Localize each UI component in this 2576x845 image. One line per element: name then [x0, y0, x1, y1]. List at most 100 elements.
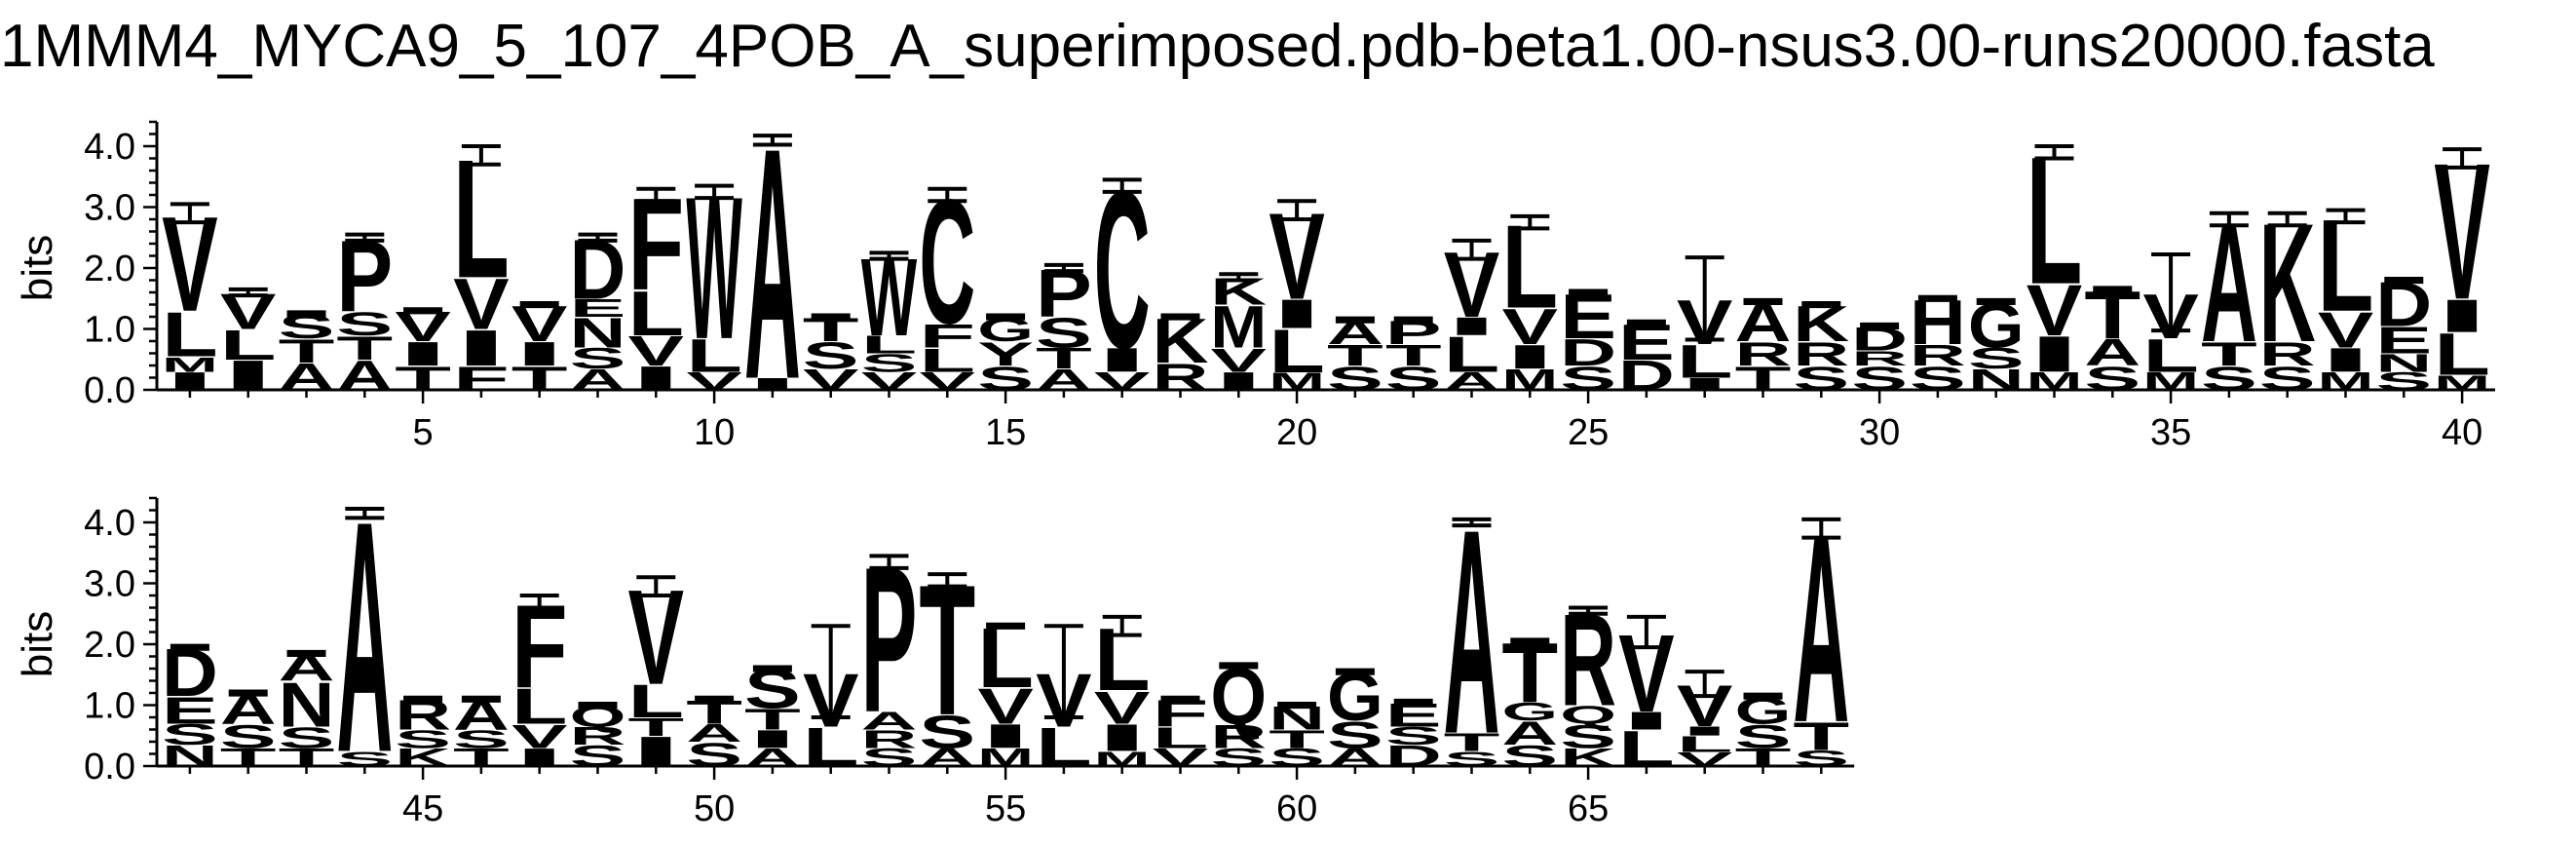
logo-letter: S	[570, 342, 626, 375]
logo-column-34: SAT	[2084, 277, 2140, 397]
error-bar	[2151, 251, 2191, 333]
y-axis-label: bits	[14, 611, 61, 677]
logo-letter: I	[744, 725, 801, 753]
logo-letter: V	[1502, 298, 1559, 355]
logo-letter: R	[1851, 347, 1908, 370]
error-bar	[519, 300, 559, 309]
error-bar	[1917, 294, 1957, 302]
logo-letter: I	[627, 728, 684, 776]
logo-letter: L	[2142, 329, 2199, 382]
logo-letter: S	[1968, 342, 2025, 375]
logo-letter: E	[2375, 320, 2432, 363]
error-bar	[2443, 147, 2482, 170]
y-tick-label: 1.0	[84, 310, 135, 351]
logo-column-27: ILV	[1677, 255, 1733, 394]
logo-letter: I	[744, 374, 801, 393]
logo-letter: N	[279, 670, 335, 740]
logo-letter: T	[2201, 335, 2257, 373]
logo-letter: N	[162, 739, 218, 772]
error-bar	[1510, 637, 1550, 645]
logo-column-62: DSE	[1385, 696, 1442, 773]
logo-column-68: TSG	[1735, 689, 1792, 772]
logo-letter: T	[1793, 714, 1849, 759]
y-tick-label: 0.0	[84, 370, 135, 411]
logo-letter: L	[1444, 326, 1500, 383]
logo-letter: S	[861, 349, 918, 377]
logo-letter: S	[861, 743, 918, 771]
x-tick-label: 30	[1859, 412, 1900, 453]
error-bar	[403, 695, 443, 703]
error-bar	[2267, 211, 2307, 228]
logo-letter: S	[162, 718, 218, 751]
logo-letter: I	[2318, 341, 2374, 379]
logo-letter: S	[2259, 359, 2316, 397]
logo-column-37: SRK	[2259, 188, 2316, 397]
logo-letter: L	[511, 678, 568, 735]
logo-letter: V	[1153, 743, 1209, 771]
error-bar	[1452, 238, 1492, 261]
logo-letter: S	[1560, 717, 1616, 755]
logo-letter: R	[861, 725, 918, 753]
logo-letter: A	[1327, 743, 1383, 771]
logo-letter: I	[1677, 724, 1733, 739]
logo-column-42: TSA	[220, 685, 277, 771]
logo-letter: S	[1910, 359, 1966, 397]
logo-letter: L	[627, 675, 684, 728]
logo-column-60: STN	[1269, 700, 1325, 772]
logo-letter: I	[1444, 312, 1500, 340]
logo-column-69: STA	[1793, 479, 1849, 778]
error-bar	[1160, 695, 1200, 703]
x-tick-label: 55	[985, 788, 1026, 829]
logo-letter: T	[1269, 725, 1325, 753]
error-bar	[695, 695, 735, 703]
error-bar	[1102, 614, 1142, 637]
x-tick-label: 50	[694, 788, 735, 829]
logo-letter: I	[2027, 326, 2083, 383]
logo-letter: M	[977, 744, 1034, 772]
logo-column-21: STA	[1327, 314, 1383, 397]
logo-letter: T	[395, 360, 451, 398]
logo-letter: A	[1444, 366, 1500, 395]
error-bar	[228, 689, 268, 697]
error-bar	[1043, 262, 1083, 274]
logo-letter: I	[453, 320, 510, 376]
logo-column-35: MLV	[2142, 251, 2199, 396]
logo-column-56: LV	[1036, 624, 1092, 778]
error-bar	[1685, 255, 1724, 342]
logo-column-63: STA	[1444, 470, 1500, 794]
x-tick-label: 35	[2150, 412, 2191, 453]
logo-column-17: VIC	[1094, 145, 1151, 396]
logo-letter: N	[570, 309, 626, 357]
logo-column-52: LV	[803, 624, 859, 778]
logo-letter: I	[1210, 367, 1267, 396]
logo-letter: Y	[977, 334, 1034, 372]
error-bar	[1860, 322, 1900, 329]
logo-column-26: DE	[1618, 314, 1675, 399]
error-bar	[2209, 211, 2249, 228]
logo-letter: S	[1501, 739, 1558, 772]
logo-letter: R	[1735, 335, 1792, 373]
logo-letter: V	[803, 363, 859, 396]
logo-letter: T	[220, 743, 277, 771]
error-bar	[228, 287, 268, 298]
error-bar	[1685, 670, 1724, 699]
logo-column-18: RK	[1153, 306, 1209, 399]
logo-letter: L	[1677, 335, 1733, 388]
logo-letter: L	[627, 278, 684, 349]
error-bar	[461, 695, 501, 703]
x-tick-label: 15	[985, 412, 1026, 453]
logo-letter: I	[1094, 341, 1151, 379]
logo-letter: V	[2027, 271, 2083, 352]
logo-column-30: SRD	[1851, 320, 1908, 397]
error-bar	[403, 307, 443, 315]
error-bar	[2093, 286, 2133, 293]
logo-column-59: SRQ	[1210, 651, 1267, 772]
x-tick-label: 20	[1276, 412, 1317, 453]
